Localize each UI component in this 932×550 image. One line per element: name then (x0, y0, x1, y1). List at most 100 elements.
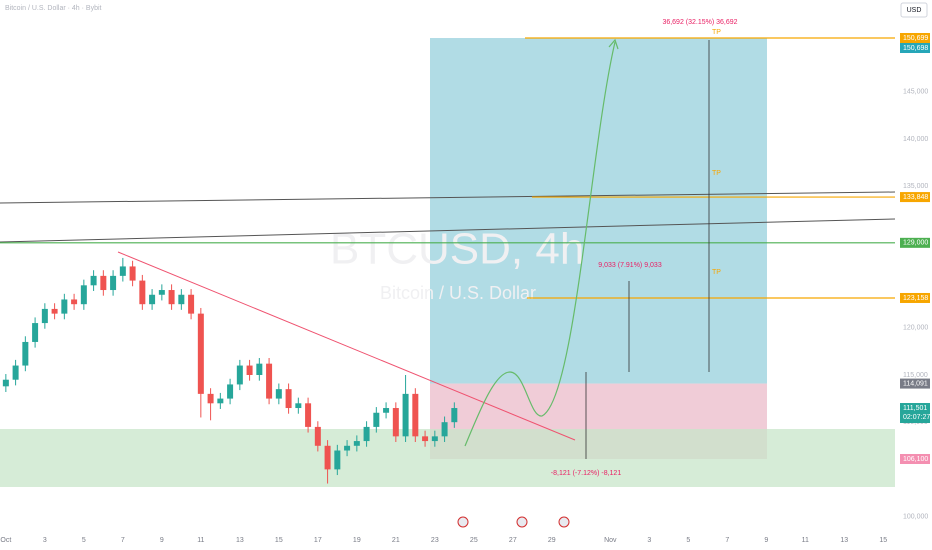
price-tag (900, 43, 930, 54)
annotation: 9,033 (7.91%) 9,033 (598, 262, 662, 269)
support-zone (0, 429, 895, 488)
candle-body (22, 341, 29, 366)
x-tick-label: Oct (0, 537, 11, 544)
x-tick-label: 15 (879, 537, 887, 544)
trendline (117, 251, 576, 441)
event-icon[interactable] (558, 516, 570, 528)
x-tick-label: 25 (470, 537, 478, 544)
watermark-sub: Bitcoin / U.S. Dollar (380, 283, 536, 303)
candle-body (2, 379, 9, 387)
candle-body (441, 422, 448, 437)
event-icon[interactable] (516, 516, 528, 528)
x-tick-label: 3 (43, 537, 47, 544)
tp-label: TP (712, 29, 721, 36)
zones (0, 38, 895, 488)
x-tick-label: 11 (197, 537, 204, 544)
x-tick-label: 7 (121, 537, 125, 544)
candle-body (412, 393, 419, 437)
x-tick-label: 23 (431, 537, 439, 544)
candle-body (275, 389, 282, 399)
event-icon[interactable] (457, 516, 469, 528)
candle-body (344, 445, 351, 451)
candle-body (324, 445, 331, 470)
candle-body (422, 436, 429, 442)
candle-body (451, 408, 458, 423)
candle-body (178, 294, 185, 305)
y-tick-label: 120,000 (903, 325, 928, 332)
candle-body (285, 389, 292, 409)
candle-body (314, 426, 321, 446)
price-tag-label: 114,091 (903, 380, 928, 387)
candle-body (402, 393, 409, 437)
price-tag-label: 123,158 (903, 295, 928, 302)
arrow-head (608, 38, 619, 50)
price-tag-label: 150,698 (903, 45, 928, 52)
x-tick-label: 15 (275, 537, 283, 544)
candle-body (236, 365, 243, 385)
x-tick-label: 5 (686, 537, 690, 544)
candle-body (188, 294, 195, 314)
currency-button[interactable] (900, 2, 928, 18)
watermark: BTCUSD, 4h (330, 225, 584, 274)
annotation: -8,121 (-7.12%) -8,121 (551, 470, 622, 477)
price-tag-label: 111,501 (903, 405, 927, 412)
candle-body (392, 408, 399, 437)
target-zone (430, 38, 767, 384)
candle-body (110, 275, 117, 291)
trendline (0, 218, 896, 243)
candle-body (431, 436, 438, 442)
x-tick-label: 19 (353, 537, 361, 544)
tp-label: TP (712, 269, 721, 276)
currency: USD (907, 7, 922, 14)
trendline (0, 191, 896, 204)
price-axis (895, 0, 932, 550)
price-tag (900, 292, 930, 303)
x-tick-label: 9 (764, 537, 768, 544)
price-tag (900, 403, 930, 424)
tp-label: TP (712, 170, 721, 177)
price-tags: 150,699 150,698 133,848 129,000 123,158 114,0… (900, 33, 930, 465)
candle-body (61, 299, 68, 314)
price-tag-label: 150,699 (903, 35, 928, 42)
x-tick-label: 3 (647, 537, 651, 544)
candle-body (149, 294, 156, 305)
price-tag-label: 106,100 (903, 456, 928, 463)
candle-body (305, 403, 312, 427)
candle-body (80, 285, 87, 305)
candle-body (373, 412, 380, 427)
candle-body (353, 441, 360, 446)
candle-body (217, 398, 224, 404)
price-tag-label: 129,000 (903, 240, 928, 247)
x-tick-label: 7 (725, 537, 729, 544)
candle-body (71, 299, 78, 305)
x-tick-label: Nov (604, 537, 617, 544)
candle-body (12, 365, 19, 380)
symbol-legend: Bitcoin / U.S. Dollar · 4h · Bybit (5, 5, 102, 12)
price-tag (900, 192, 930, 203)
price-tag (900, 237, 930, 248)
x-tick-label: 21 (392, 537, 400, 544)
candle-body (139, 280, 146, 305)
candle-body (41, 308, 48, 324)
levels (0, 37, 895, 299)
candle-body (383, 408, 390, 413)
y-tick-label: 135,000 (903, 183, 928, 190)
x-tick-label: 29 (548, 537, 556, 544)
candle-body (246, 365, 253, 375)
candle-body (90, 275, 97, 286)
y-tick-label: 140,000 (903, 136, 928, 143)
countdown: 02:07:27 (903, 414, 930, 421)
price-tag (900, 378, 930, 389)
y-tick-label: 145,000 (903, 89, 928, 96)
x-tick-label: 11 (802, 537, 809, 544)
candle-body (256, 363, 263, 375)
candle-body (295, 403, 302, 409)
x-tick-label: 13 (840, 537, 848, 544)
candle-body (168, 290, 175, 305)
price-tag (900, 33, 930, 44)
candle-body (158, 290, 165, 295)
y-tick-label: 100,000 (903, 513, 928, 520)
x-tick-label: 17 (314, 537, 322, 544)
price-tag-label: 133,848 (903, 194, 928, 201)
